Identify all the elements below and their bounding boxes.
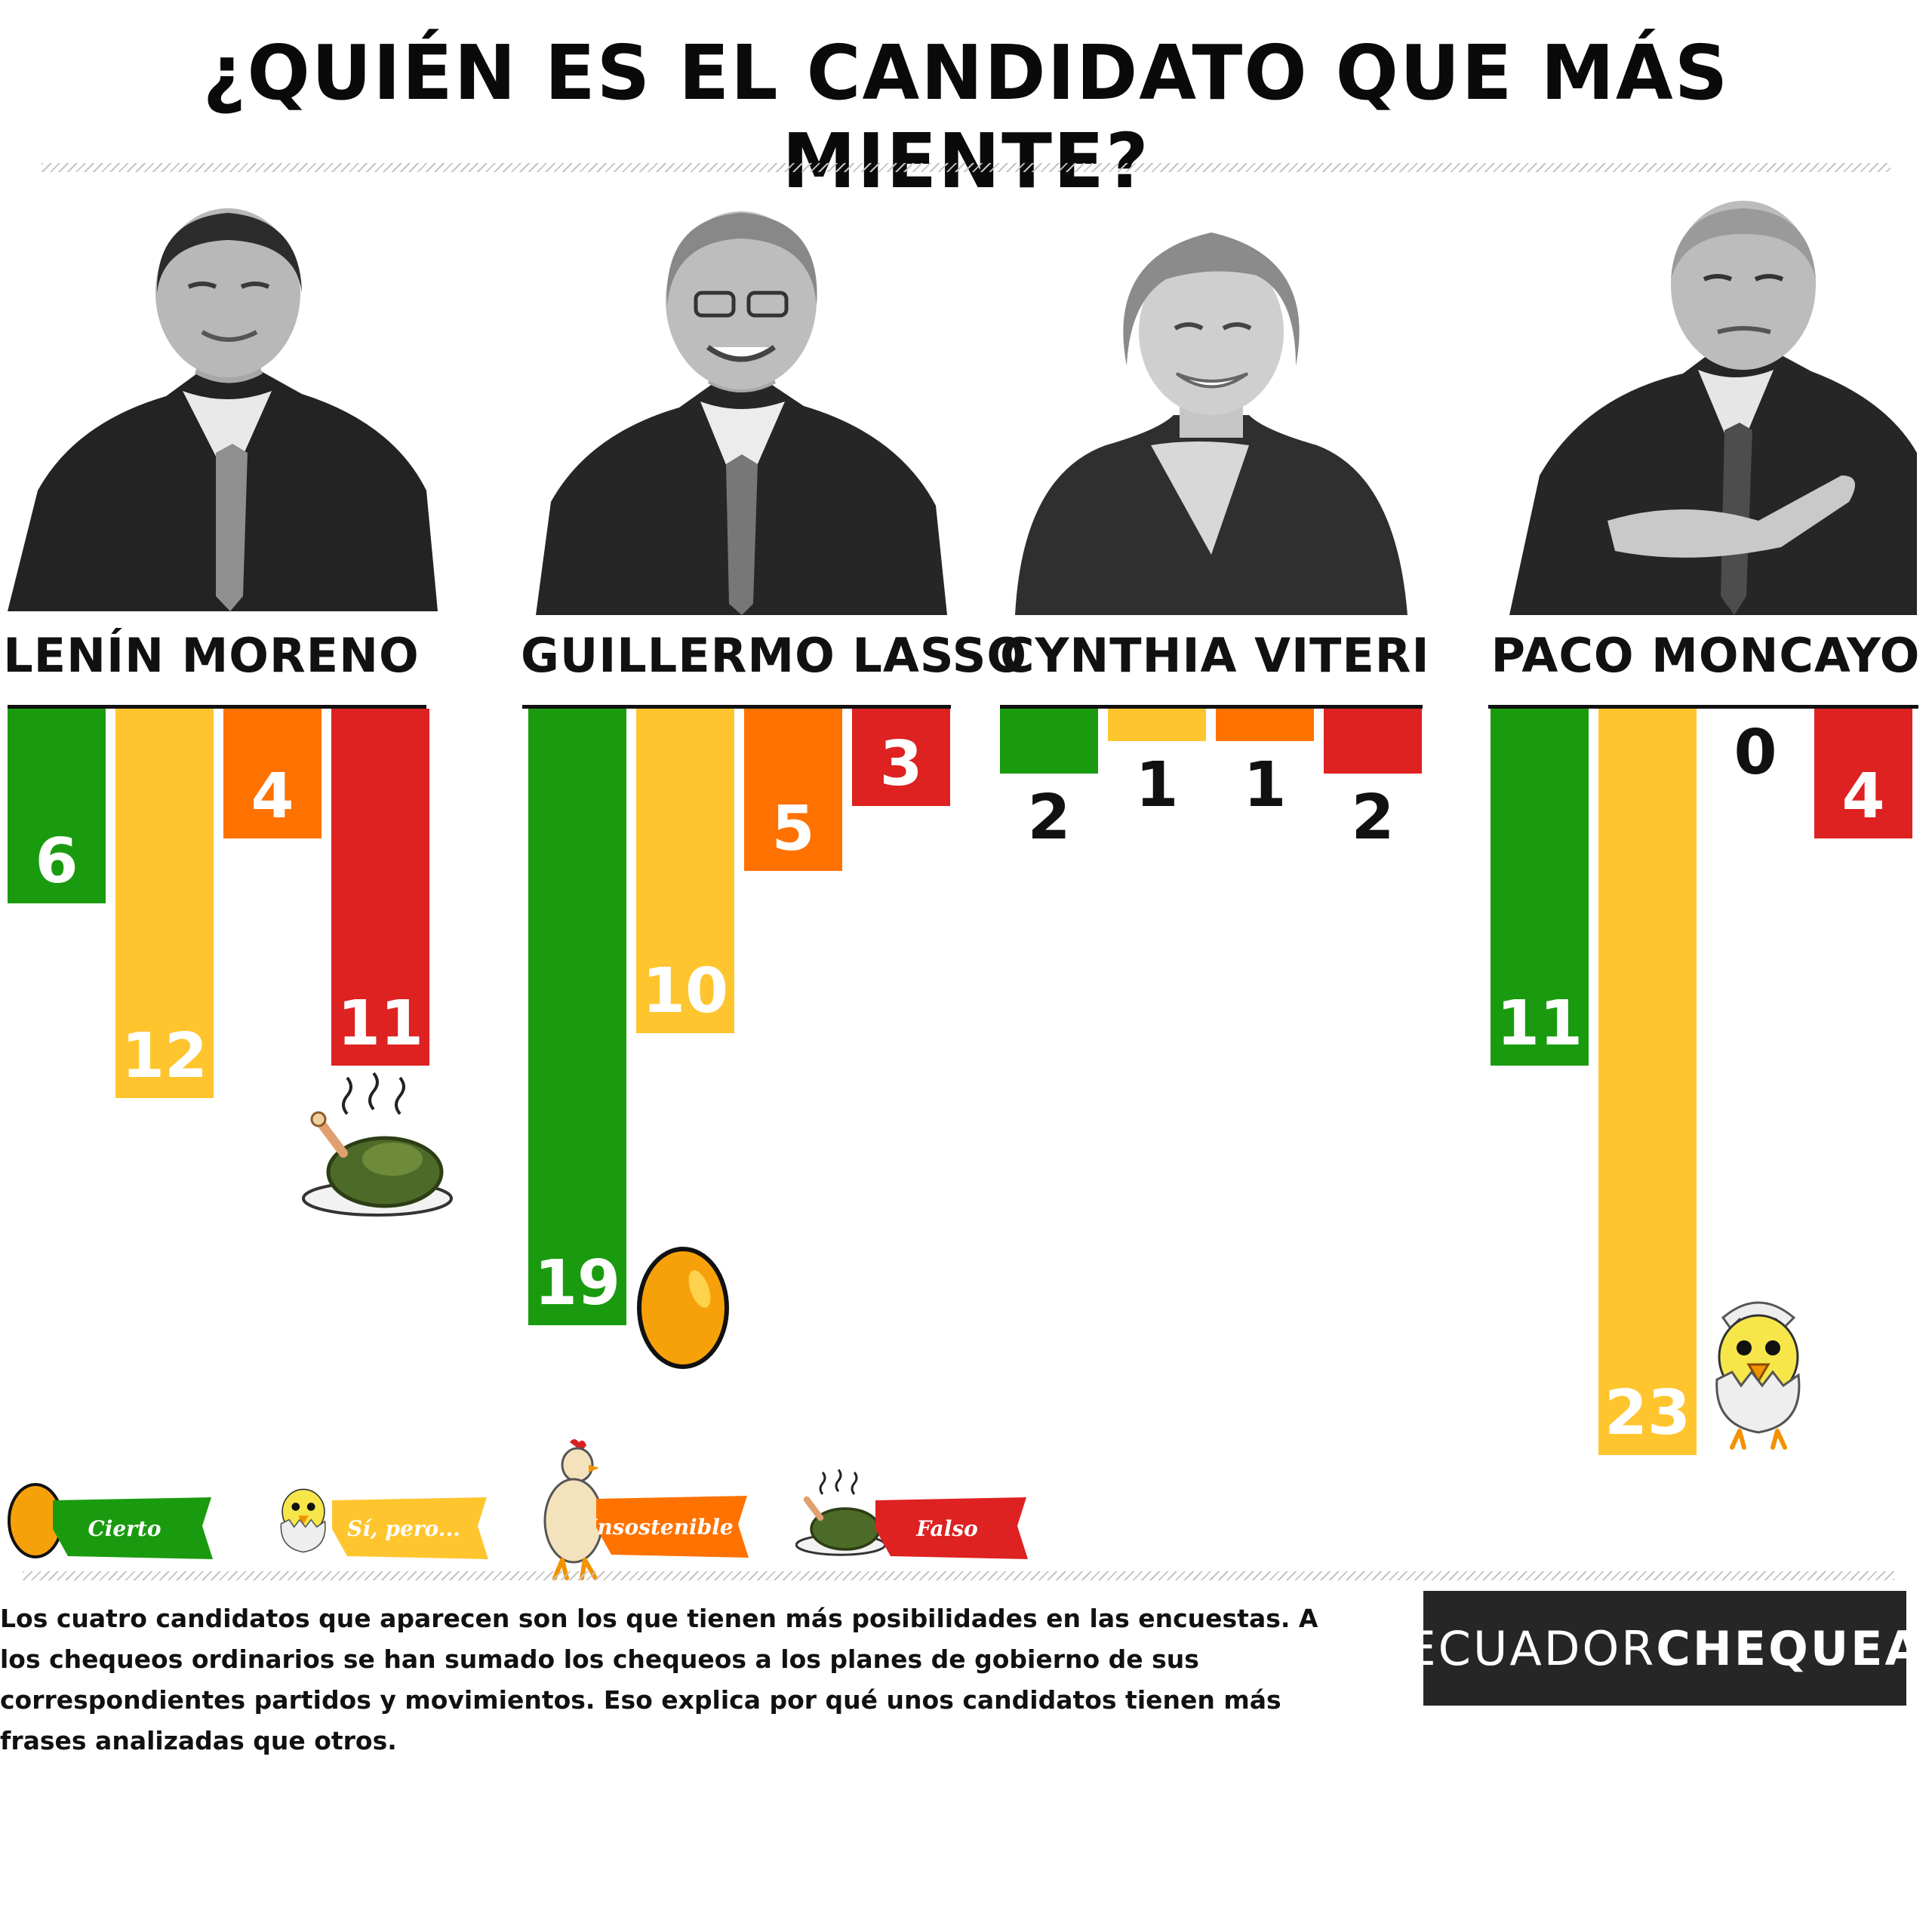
bar-falso — [852, 709, 950, 806]
bar-falso — [331, 709, 429, 1066]
bar-value-label: 23 — [1604, 1377, 1691, 1449]
candidate-portrait-moncayo — [1509, 201, 1917, 615]
candidate-column-moncayo: PACO MONCAYO — [1487, 0, 1932, 1509]
baseline-rule — [1488, 705, 1918, 709]
candidate-column-moreno: LENÍN MORENO — [0, 0, 438, 1509]
bar-value-label: 6 — [35, 826, 78, 897]
bar-insostenible — [1216, 709, 1314, 741]
bar-si-pero — [1598, 709, 1697, 1455]
bar-value-label: 2 — [1351, 782, 1395, 854]
hatching-chick-icon — [280, 1488, 326, 1553]
bar-value-label: 4 — [1841, 761, 1885, 832]
legend-label: Sí, pero... — [347, 1516, 460, 1541]
bar-value-label: 12 — [121, 1020, 208, 1092]
legend-ribbon: Cierto — [53, 1497, 213, 1559]
bar-falso — [1814, 709, 1912, 838]
bar-value-label: 4 — [251, 761, 294, 832]
bar-falso — [1324, 709, 1422, 774]
roast-chicken-icon — [302, 1072, 453, 1217]
candidate-column-viteri: CYNTHIA VITERI — [1000, 0, 1438, 1509]
brand-wordmark: ECUADORCHEQUEA — [1406, 1621, 1923, 1676]
bar-si-pero — [115, 709, 214, 1098]
egg-icon — [637, 1247, 729, 1369]
bar-value-label: 0 — [1734, 717, 1777, 789]
bar-value-label: 2 — [1027, 782, 1071, 854]
baseline-rule — [1000, 705, 1423, 709]
footnote: Los cuatro candidatos que aparecen son l… — [0, 1604, 1318, 1755]
candidate-portrait-moreno — [8, 208, 438, 611]
bar-cierto — [528, 709, 626, 1325]
candidate-name: CYNTHIA VITERI — [1000, 628, 1430, 683]
hatching-chick-icon — [1715, 1301, 1801, 1450]
brand-logo: ECUADORCHEQUEA — [1406, 1591, 1921, 1706]
bar-value-label: 3 — [879, 728, 923, 800]
candidate-portrait-lasso — [536, 211, 947, 615]
chicken-icon — [543, 1439, 604, 1580]
candidate-name: GUILLERMO LASSO — [521, 628, 1028, 683]
brand-wordmark-light: ECUADOR — [1406, 1620, 1657, 1676]
bar-cierto — [1000, 709, 1098, 774]
bar-value-label: 5 — [771, 793, 815, 865]
baseline-rule — [8, 705, 426, 709]
page-title: ¿QUIÉN ES EL CANDIDATO QUE MÁS MIENTE? — [202, 29, 1730, 205]
candidate-column-lasso: GUILLERMO LASSO — [521, 0, 1028, 1509]
bar-insostenible — [223, 709, 321, 838]
bar-value-label: 1 — [1135, 749, 1179, 821]
candidate-name: LENÍN MORENO — [3, 628, 420, 683]
legend-ribbon: Sí, pero... — [332, 1497, 488, 1559]
bar-value-label: 11 — [1496, 988, 1583, 1060]
legend-ribbon: Falso — [875, 1497, 1028, 1559]
legend-ribbon: Insostenible — [596, 1496, 749, 1558]
top-divider — [42, 163, 1890, 172]
legend-label: Falso — [915, 1516, 978, 1541]
legend-label: Cierto — [88, 1516, 161, 1541]
bar-value-label: 1 — [1243, 749, 1287, 821]
candidate-portrait-viteri — [1015, 232, 1407, 615]
bar-si-pero — [636, 709, 734, 1033]
candidate-name: PACO MONCAYO — [1491, 628, 1921, 683]
legend-label: Insostenible — [596, 1515, 734, 1540]
bar-si-pero — [1108, 709, 1206, 741]
bar-value-label: 10 — [641, 955, 729, 1027]
bar-insostenible — [744, 709, 842, 871]
roast-chicken-icon — [795, 1469, 886, 1556]
bar-value-label: 11 — [337, 988, 424, 1060]
bottom-divider — [23, 1571, 1894, 1580]
bar-value-label: 19 — [534, 1247, 621, 1319]
brand-wordmark-bold: CHEQUEA — [1656, 1620, 1924, 1676]
baseline-rule — [522, 705, 951, 709]
bar-cierto — [1491, 709, 1589, 1066]
bar-cierto — [8, 709, 106, 903]
